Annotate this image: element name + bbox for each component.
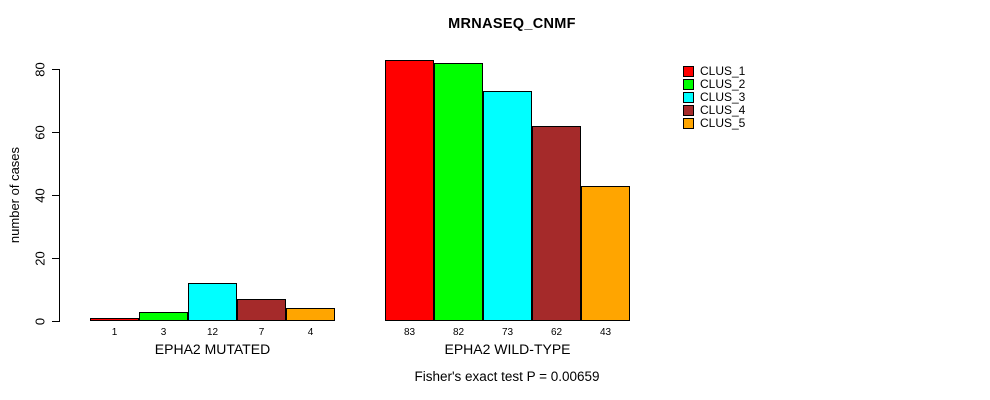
y-tick-mark	[52, 132, 59, 133]
bar-clus_3-wildtype	[483, 91, 532, 321]
legend-swatch-clus_1	[683, 66, 694, 77]
y-tick-mark	[52, 321, 59, 322]
bar-value-label: 62	[550, 327, 563, 338]
legend-swatch-clus_4	[683, 105, 694, 116]
bar-clus_5-wildtype	[581, 186, 630, 321]
legend-label-clus_3: CLUS_3	[700, 90, 746, 104]
bar-clus_2-mutated	[139, 312, 188, 321]
bar-clus_2-wildtype	[434, 63, 483, 321]
bar-clus_1-mutated	[90, 318, 139, 321]
y-tick-label: 60	[32, 125, 48, 140]
annotation-text: Fisher's exact test P = 0.00659	[414, 369, 600, 384]
legend-swatch-clus_3	[683, 92, 694, 103]
bar-value-label: 83	[403, 327, 416, 338]
bar-value-label: 12	[206, 327, 219, 338]
legend-label-clus_2: CLUS_2	[700, 77, 746, 91]
y-tick-label: 0	[32, 317, 48, 326]
y-tick-mark	[52, 69, 59, 70]
bar-clus_4-wildtype	[532, 126, 581, 321]
legend-label-clus_5: CLUS_5	[700, 116, 746, 130]
bar-value-label: 43	[599, 327, 612, 338]
bar-value-label: 82	[452, 327, 465, 338]
y-tick-label: 40	[32, 188, 48, 203]
x-group-label: EPHA2 WILD-TYPE	[444, 341, 571, 357]
y-axis-label: number of cases	[7, 146, 22, 244]
y-axis-line	[59, 69, 60, 322]
bar-clus_1-wildtype	[385, 60, 434, 321]
y-tick-label: 80	[32, 62, 48, 77]
x-group-label: EPHA2 MUTATED	[154, 341, 271, 357]
legend-label-clus_4: CLUS_4	[700, 103, 746, 117]
y-tick-mark	[52, 258, 59, 259]
chart-title: MRNASEQ_CNMF	[448, 16, 576, 32]
y-tick-mark	[52, 195, 59, 196]
legend-swatch-clus_2	[683, 79, 694, 90]
bar-clus_4-mutated	[237, 299, 286, 321]
bar-value-label: 73	[501, 327, 514, 338]
bar-value-label: 3	[160, 327, 167, 338]
bar-clus_3-mutated	[188, 283, 237, 321]
bar-value-label: 4	[307, 327, 314, 338]
legend-label-clus_1: CLUS_1	[700, 64, 746, 78]
bar-clus_5-mutated	[286, 308, 335, 321]
legend-swatch-clus_5	[683, 118, 694, 129]
y-tick-label: 20	[32, 251, 48, 266]
bar-value-label: 1	[111, 327, 118, 338]
bar-value-label: 7	[258, 327, 265, 338]
